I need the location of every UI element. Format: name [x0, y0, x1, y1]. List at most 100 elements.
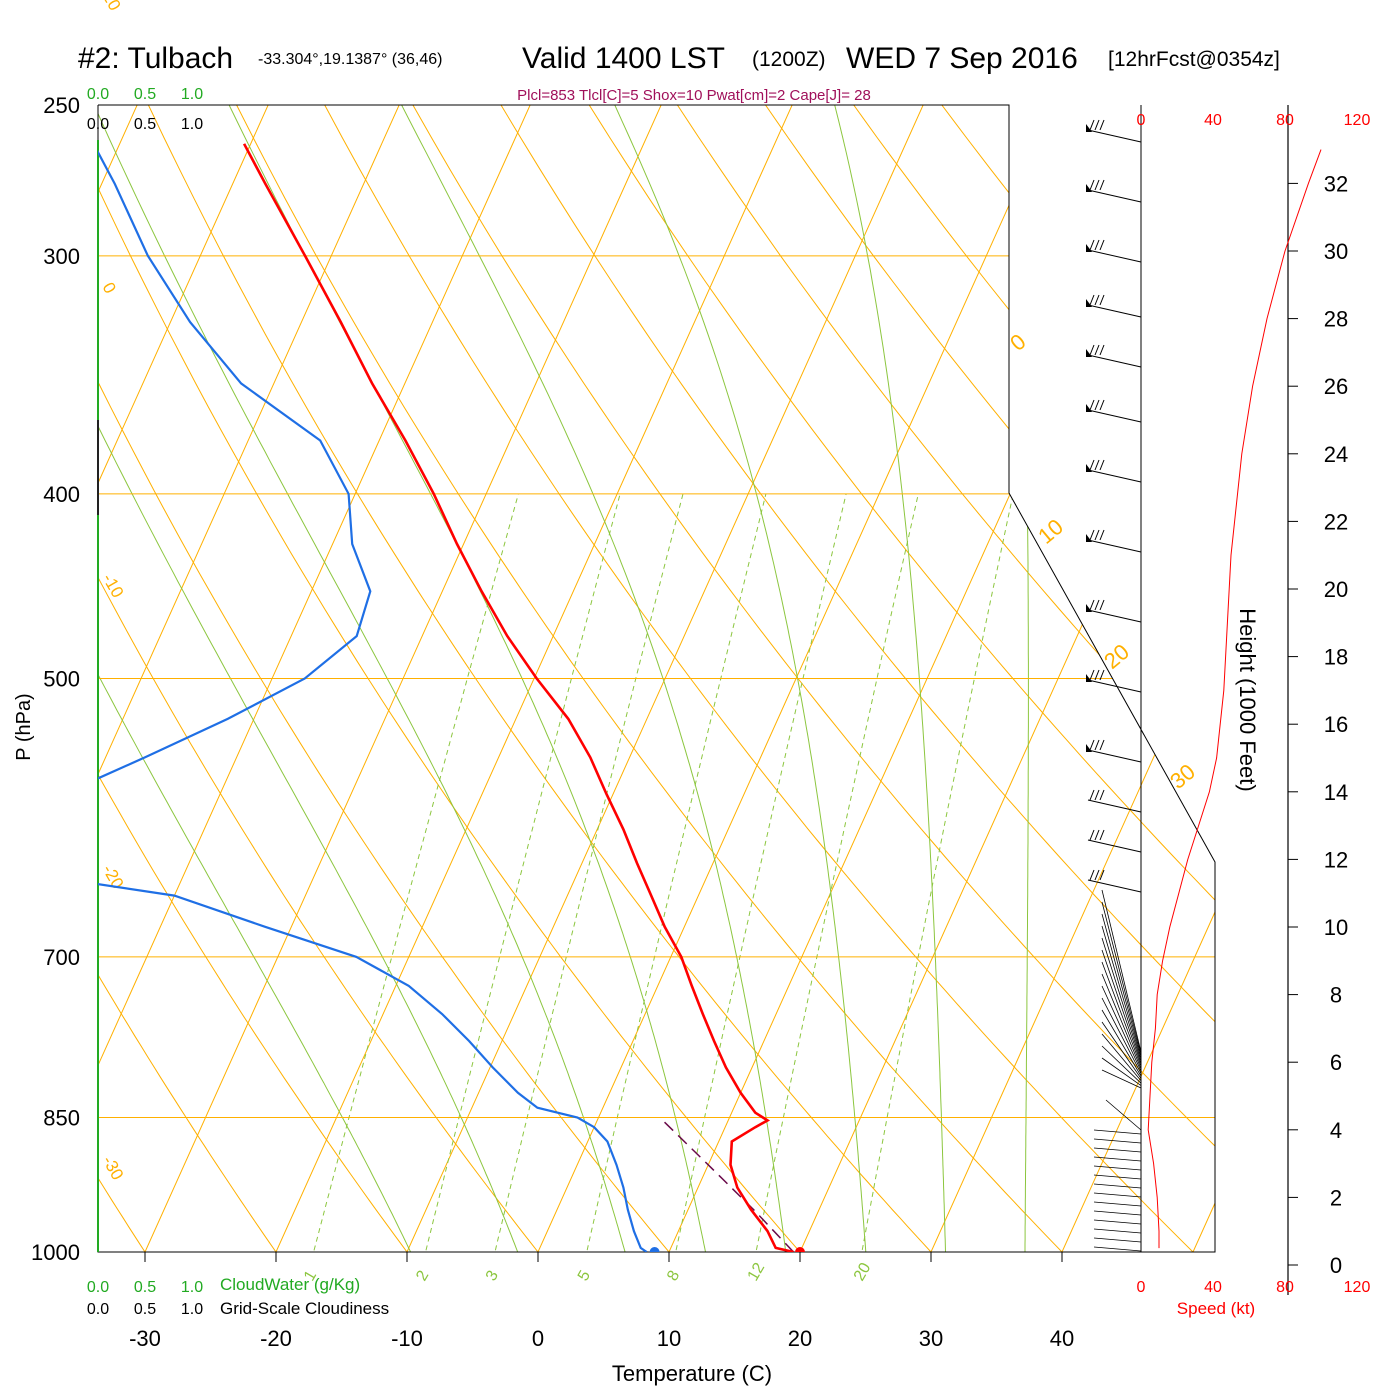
dry-adiabat [98, 105, 558, 1252]
x-tick-label: -30 [129, 1326, 161, 1351]
cloudiness-scale-top: 1.0 [181, 116, 203, 133]
isotherm-label: -10 [99, 570, 128, 601]
wind-barb-feather [1089, 459, 1095, 471]
x-tick-label: 20 [788, 1326, 812, 1351]
wind-barb-feather [1089, 119, 1095, 131]
zulu-time: (1200Z) [752, 48, 826, 71]
wind-barb-shaft [1101, 913, 1142, 1057]
height-tick-label: 6 [1330, 1050, 1342, 1075]
wind-barb-shaft [1087, 609, 1142, 623]
isotherm-line [98, 105, 284, 1252]
isotherm-label: -30 [99, 1153, 128, 1184]
dry-adiabat [480, 105, 1215, 1252]
wind-barb-feather [1089, 399, 1095, 411]
wind-barb-shaft [1087, 799, 1142, 813]
mixing-ratio-label: 8 [664, 1268, 683, 1284]
height-tick-label: 16 [1324, 712, 1348, 737]
wind-barb-feather [1094, 459, 1100, 471]
isotherm-line [133, 105, 677, 1252]
dewpoint-profile [98, 143, 648, 1252]
wind-barb-feather [1094, 239, 1100, 251]
height-tick-label: 28 [1324, 307, 1348, 332]
wind-barb-shaft [1093, 1201, 1142, 1207]
wind-barb-shaft [1093, 1147, 1142, 1153]
wind-barb-feather [1089, 529, 1095, 541]
speed-tick-bottom: 120 [1344, 1279, 1371, 1296]
height-tick-label: 4 [1330, 1118, 1342, 1143]
cloudiness-scale-bottom: 1.0 [181, 1301, 203, 1318]
cloudwater-label: CloudWater (g/Kg) [220, 1275, 360, 1294]
parcel-path [662, 1119, 795, 1252]
wind-barb-shaft [1087, 879, 1142, 893]
wind-barb-feather [1099, 459, 1105, 471]
wind-barb-feather [1099, 789, 1105, 801]
wind-barb-feather [1094, 179, 1100, 191]
p-tick-label: 700 [43, 945, 80, 970]
wind-barb-shaft [1087, 189, 1142, 203]
mixing-ratio-label: 20 [851, 1260, 875, 1284]
speed-curve-line [1147, 149, 1322, 1249]
y-axis-label: P (hPa) [13, 693, 35, 760]
wind-barb-feather [1099, 344, 1105, 356]
wind-barb-shaft [1105, 1099, 1142, 1131]
cloudiness-scale-top: 0.5 [134, 116, 156, 133]
wind-barb-shaft [1101, 925, 1142, 1060]
valid-time: Valid 1400 LST [522, 42, 725, 75]
isotherm-label: 10 [99, 0, 125, 14]
p-tick-label: 850 [43, 1106, 80, 1131]
x-tick-label: -10 [391, 1326, 423, 1351]
dry-adiabat [654, 105, 1215, 1252]
wind-barb-shaft [1093, 1246, 1142, 1252]
wind-barb-shaft [1101, 961, 1142, 1067]
cloudiness-scale-bottom: 0.5 [134, 1301, 156, 1318]
dry-adiabat [742, 105, 1215, 1252]
wind-barb-feather [1094, 789, 1100, 801]
dry-adiabat [98, 105, 822, 1252]
cloudiness-label: Grid-Scale Cloudiness [220, 1299, 389, 1318]
wind-barb-feather [1094, 739, 1100, 751]
wind-barb-feather [1094, 399, 1100, 411]
thermo-grid [98, 71, 1400, 1276]
mixing-ratio-line [670, 493, 847, 1252]
wind-barb-shaft [1093, 1228, 1142, 1234]
height-tick-label: 20 [1324, 577, 1348, 602]
mixing-ratio-line [580, 493, 767, 1252]
wind-barb-shaft [1093, 1138, 1142, 1144]
wind-barb-feather [1089, 669, 1095, 681]
wind-barb-shaft [1093, 1219, 1142, 1225]
height-axis-label: Height (1000 Feet) [1235, 608, 1260, 791]
wind-barb-shaft [1087, 354, 1142, 368]
moist-adiabat [1011, 105, 1029, 1252]
adiabat-label: 30 [1165, 759, 1200, 794]
p-tick-label: 1000 [31, 1240, 80, 1265]
speed-tick-bottom: 0 [1137, 1279, 1146, 1296]
wind-barb-feather [1094, 829, 1100, 841]
wind-barb-shaft [1087, 249, 1142, 263]
wind-barb-feather [1099, 599, 1105, 611]
x-tick-label: -20 [260, 1326, 292, 1351]
moist-adiabat [98, 105, 528, 1252]
wind-barb-feather [1089, 869, 1095, 881]
wind-barb-feather [1099, 829, 1105, 841]
cloudwater-scale-bottom: 1.0 [181, 1279, 203, 1296]
height-tick-label: 32 [1324, 171, 1348, 196]
wind-barb-shaft [1093, 1237, 1142, 1243]
moist-adiabat [598, 105, 869, 1252]
dry-adiabat [98, 105, 294, 1252]
mixing-ratio-line [488, 493, 684, 1252]
p-tick-label: 300 [43, 244, 80, 269]
isotherm-line [657, 105, 1201, 1252]
speed-tick-top: 80 [1276, 112, 1294, 129]
height-tick-label: 24 [1324, 442, 1348, 467]
wind-barb-shaft [1087, 679, 1142, 693]
moist-adiabat [383, 105, 790, 1252]
cloudwater-scale-top: 0.0 [87, 86, 109, 103]
dry-adiabat [1177, 105, 1215, 1252]
valid-date: WED 7 Sep 2016 [846, 42, 1078, 75]
adiabat-label: 20 [1099, 639, 1134, 674]
wind-barb-feather [1089, 739, 1095, 751]
height-tick-label: 0 [1330, 1253, 1342, 1278]
dry-adiabat [1353, 71, 1400, 1276]
